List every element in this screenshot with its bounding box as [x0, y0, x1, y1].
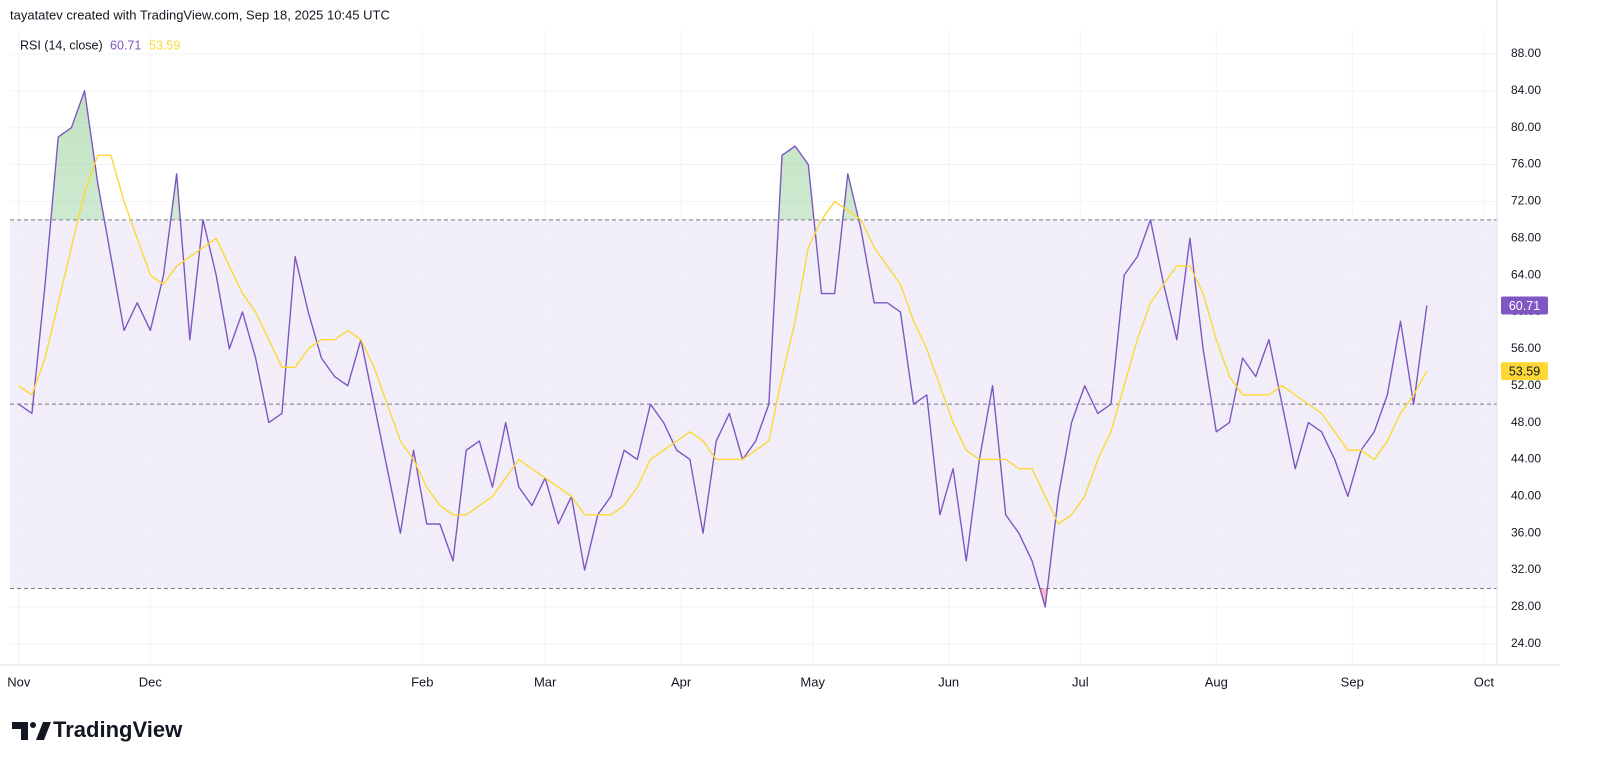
y-tick-label: 28.00: [1511, 599, 1541, 613]
x-tick-label: Dec: [139, 674, 163, 689]
x-tick-label: Jul: [1072, 674, 1089, 689]
y-tick-label: 88.00: [1511, 46, 1541, 60]
y-tick-label: 76.00: [1511, 157, 1541, 171]
legend-value: 53.59: [149, 38, 180, 52]
x-tick-label: Nov: [7, 674, 31, 689]
y-tick-label: 64.00: [1511, 267, 1541, 281]
series-line: [18, 90, 1428, 608]
x-tick-label: Oct: [1474, 674, 1495, 689]
price-badge: [1501, 362, 1548, 381]
y-tick-label: 48.00: [1511, 415, 1541, 429]
x-tick-label: May: [800, 674, 825, 689]
y-tick-label: 36.00: [1511, 525, 1541, 539]
y-tick-label: 52.00: [1511, 378, 1541, 392]
y-tick-label: 80.00: [1511, 120, 1541, 134]
x-tick-label: Mar: [534, 674, 557, 689]
x-tick-label: Feb: [411, 674, 433, 689]
y-tick-label: 40.00: [1511, 489, 1541, 503]
logo: TradingView: [12, 717, 183, 742]
price-badge: [1501, 296, 1548, 315]
legend-label: RSI (14, close): [20, 38, 103, 52]
x-tick-label: Apr: [671, 674, 692, 689]
x-tick-label: Aug: [1205, 674, 1228, 689]
y-tick-label: 68.00: [1511, 230, 1541, 244]
y-tick-label: 32.00: [1511, 562, 1541, 576]
y-tick-label: 56.00: [1511, 341, 1541, 355]
attribution: tayatatev created with TradingView.com, …: [10, 7, 390, 22]
y-tick-label: 24.00: [1511, 636, 1541, 650]
y-tick-label: 72.00: [1511, 194, 1541, 208]
x-tick-label: Jun: [938, 674, 959, 689]
x-tick-label: Sep: [1341, 674, 1364, 689]
y-tick-label: 84.00: [1511, 83, 1541, 97]
series-line: [18, 154, 1428, 525]
legend-value: 60.71: [110, 38, 141, 52]
price-badge-label: 53.59: [1509, 364, 1540, 378]
y-tick-label: 44.00: [1511, 452, 1541, 466]
brand-name: TradingView: [53, 717, 183, 742]
price-badge-label: 60.71: [1509, 299, 1540, 313]
